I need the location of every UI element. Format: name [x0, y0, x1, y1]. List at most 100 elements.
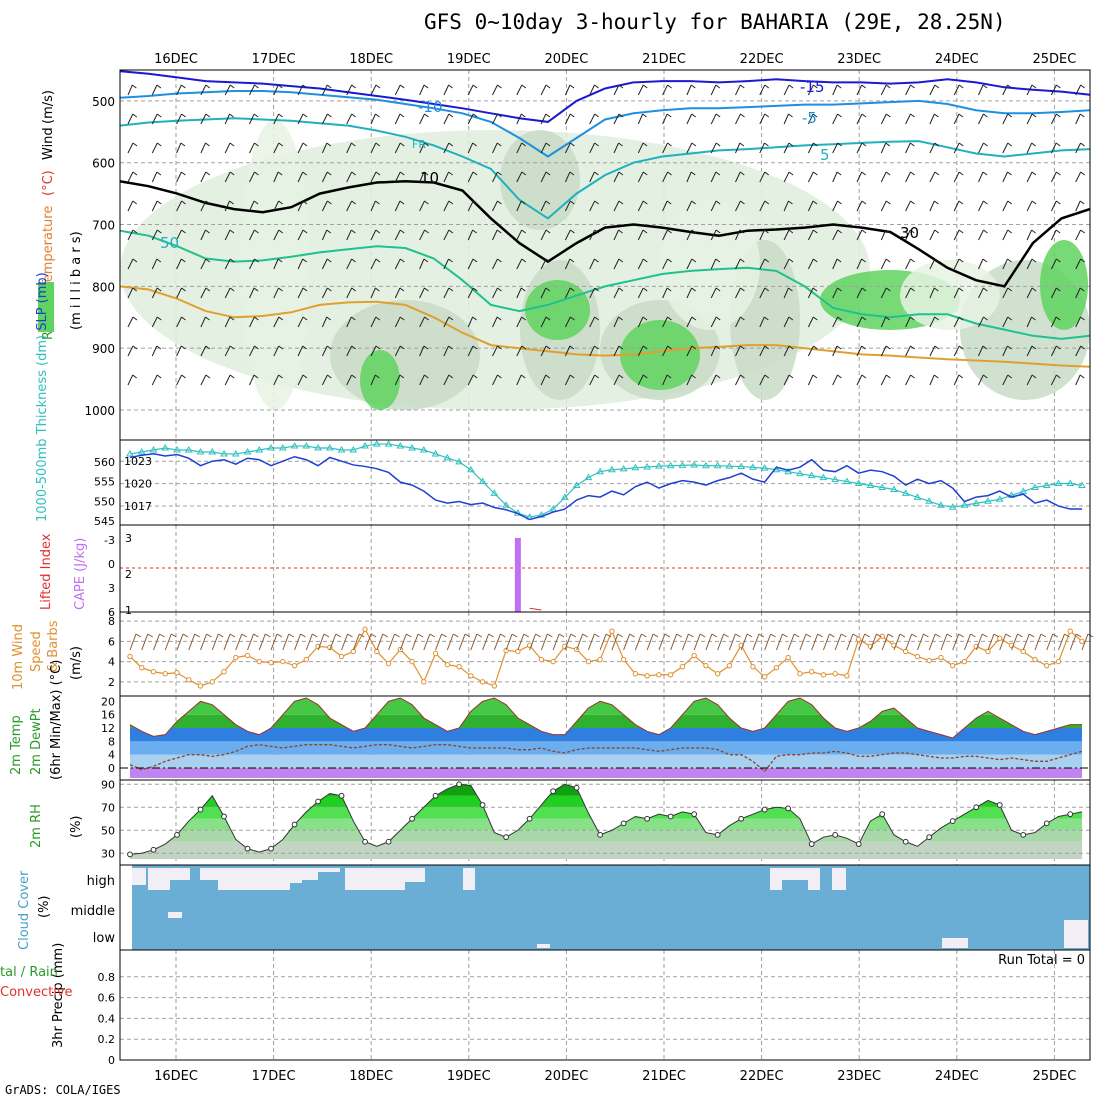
wind-barb-flag: [1007, 84, 1012, 89]
wind-barb-flag: [351, 287, 356, 292]
surface-wind-barb: [928, 633, 936, 651]
wind-barb-flag: [837, 229, 842, 234]
wind-barb-flag: [253, 200, 259, 205]
cloud-gap: [200, 868, 218, 880]
thickness-marker: [149, 446, 158, 453]
thickness-marker: [655, 462, 663, 469]
wind-barb: [710, 113, 717, 125]
wind-barb: [929, 316, 936, 328]
wind-barb-flag: [982, 345, 988, 350]
wind-barb: [856, 316, 863, 328]
surface-wind-barb: [681, 633, 689, 651]
wind-barb: [613, 113, 620, 125]
wind-barb-flag: [302, 258, 308, 263]
surface-wind-barb-flag: [488, 633, 494, 638]
wind-barb-flag: [375, 345, 381, 350]
wind-barb-flag: [545, 345, 551, 350]
surface-wind-barb: [294, 633, 302, 651]
wind-barb-flag: [375, 142, 381, 147]
wind-barb-flag: [861, 374, 867, 379]
wind-barb-flag: [399, 229, 405, 234]
wind-barb-flag: [375, 258, 381, 263]
cloud-gap: [782, 868, 808, 880]
thickness-marker: [314, 444, 322, 451]
wind-barb: [127, 229, 134, 241]
rh-point: [456, 781, 462, 788]
wind-barb-flag: [520, 374, 526, 379]
wind-barb-flag: [570, 316, 575, 321]
wind-barb-flag: [715, 113, 721, 118]
date-label-bottom: 16DEC: [154, 1069, 198, 1084]
cloud-gap: [770, 868, 782, 890]
wind-barb: [978, 171, 984, 183]
rh-band: [130, 795, 1082, 808]
surface-wind-barb: [435, 633, 443, 651]
wind-barb: [370, 316, 377, 328]
wind-barb-flag: [764, 84, 770, 89]
wind-barb-flag: [351, 345, 356, 350]
wind-barb: [1026, 345, 1033, 357]
rh-tick-label: 50: [101, 824, 115, 837]
wind-speed-point: [221, 669, 227, 675]
surface-wind-barb-flag: [629, 633, 635, 638]
wind-barb: [540, 287, 547, 299]
wind-barb-flag: [399, 142, 405, 147]
wind-barb: [394, 316, 401, 328]
wind-barb: [1026, 316, 1033, 328]
wind-barb: [419, 229, 426, 241]
wind-barb-flag: [132, 171, 138, 176]
surface-wind-barb: [799, 633, 807, 651]
wind-barb: [419, 171, 425, 183]
wind-barb: [1002, 200, 1009, 212]
surface-wind-barb: [764, 633, 772, 651]
surface-wind-barb: [576, 633, 584, 651]
wind-barb: [978, 287, 984, 299]
wind-barb: [540, 84, 547, 96]
surface-wind-barb-flag: [417, 633, 424, 638]
wind-barb-flag: [132, 287, 138, 292]
wind-barb-flag: [642, 200, 648, 205]
surface-wind-barb: [905, 633, 913, 651]
thickness-marker: [1054, 479, 1063, 487]
surface-wind-barb: [505, 633, 513, 651]
wind-barb-flag: [132, 374, 137, 379]
wind-barb: [467, 84, 474, 96]
surface-wind-barb: [611, 633, 619, 651]
wind-barb-flag: [958, 287, 964, 292]
wind-barb-flag: [229, 200, 234, 205]
dewpoint-line: [129, 744, 1083, 773]
wind-barb: [710, 374, 717, 386]
wind-barb-flag: [764, 113, 770, 118]
contour-label-3: FR: [412, 138, 426, 151]
wind-barb: [710, 84, 717, 96]
wind-barb: [273, 229, 280, 241]
wind-barb: [492, 113, 498, 125]
surface-wind-barb-flag: [476, 633, 483, 638]
wind-barb-flag: [715, 258, 721, 263]
wind-barb: [905, 142, 911, 154]
thickness-marker: [349, 446, 358, 453]
wind-barb-flag: [885, 374, 891, 379]
wind-barb-flag: [205, 171, 211, 176]
wind-barb-flag: [278, 316, 284, 321]
ylabel-part-4: (m/s): [41, 90, 56, 124]
temp-tick-label: 4: [108, 749, 115, 762]
wind-barb: [1075, 258, 1082, 270]
wind-barb: [783, 258, 790, 270]
wind-barb-flag: [254, 316, 259, 321]
wind-speed-point: [127, 653, 133, 660]
wind-barb: [249, 229, 255, 241]
wind-barb-flag: [788, 316, 794, 321]
wind-ylabel-part: & Barbs: [46, 620, 61, 672]
wind-barb: [516, 142, 523, 154]
surface-wind-barb: [999, 633, 1007, 651]
wind-barb-flag: [132, 258, 138, 263]
wind-barb: [151, 316, 158, 328]
wind-barb: [467, 345, 474, 357]
wind-barb-flag: [1031, 200, 1037, 205]
thickness-marker: [290, 442, 299, 449]
wind-barb: [492, 345, 498, 357]
wind-barb: [832, 287, 838, 299]
wind-barb: [686, 287, 693, 299]
cape-tick-label: 1: [125, 604, 132, 617]
